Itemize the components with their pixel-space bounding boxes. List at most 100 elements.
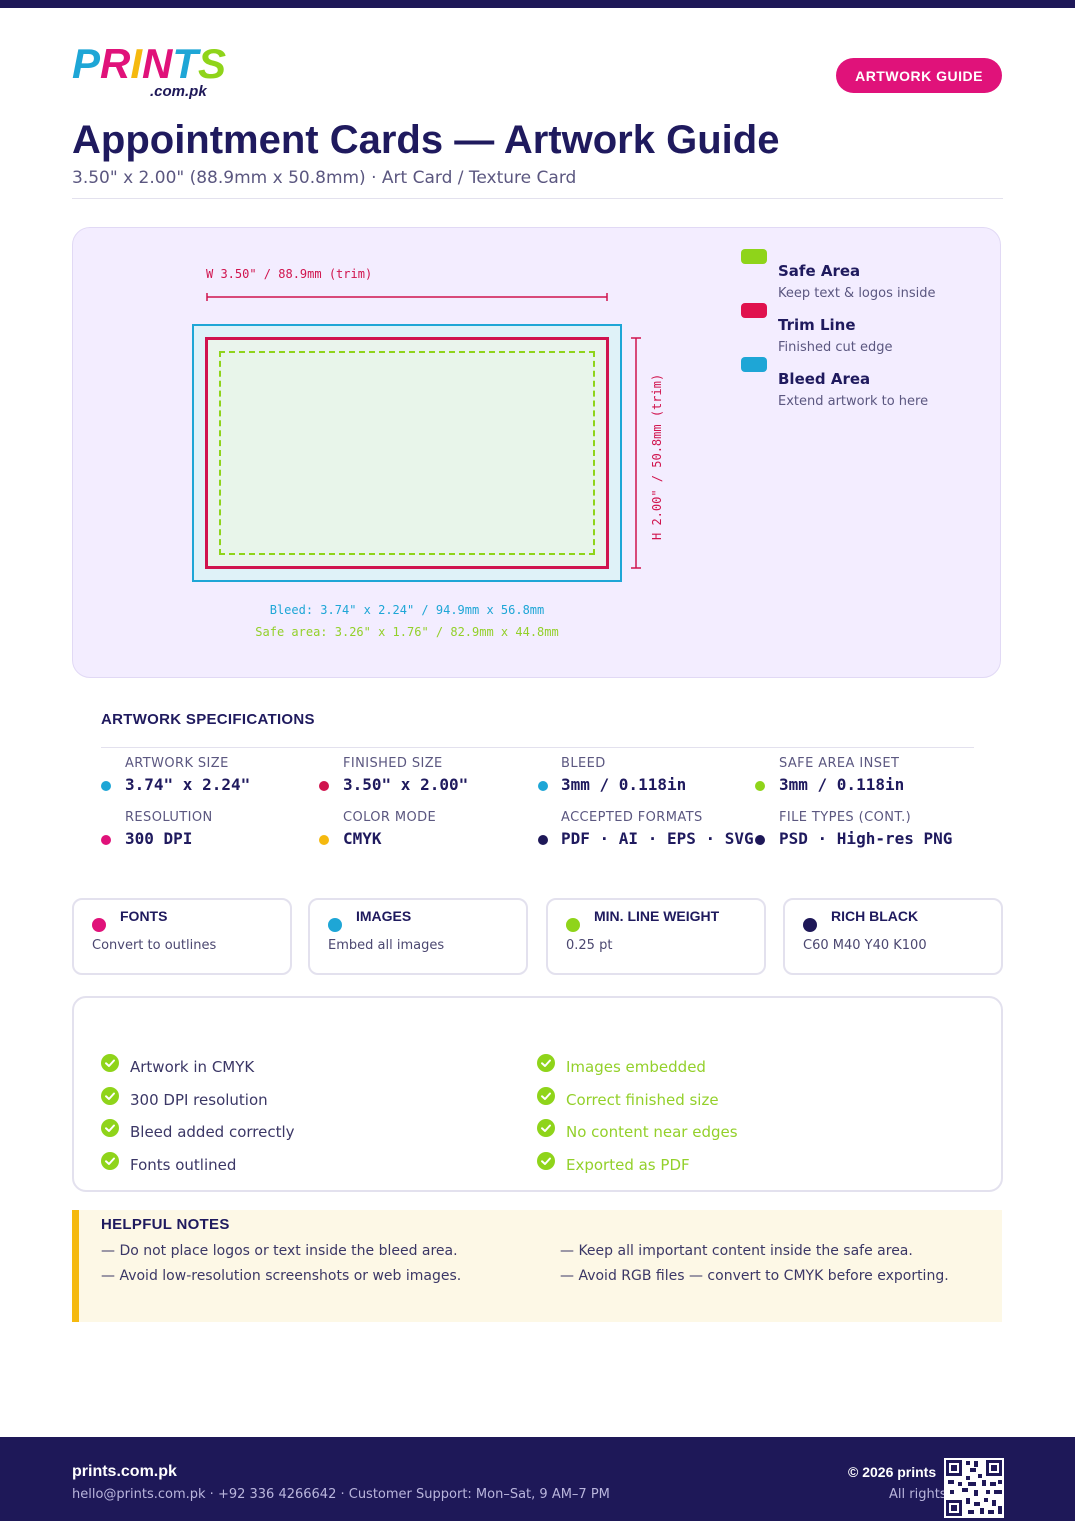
checklist-item: Artwork in CMYK <box>130 1058 255 1076</box>
prints-logo: PRINTS .com.pk <box>72 40 226 100</box>
fonts-card: FONTS Convert to outlines <box>72 898 292 975</box>
card-desc: Convert to outlines <box>92 938 217 953</box>
rich-black-card: RICH BLACK C60 M40 Y40 K100 <box>783 898 1003 975</box>
spec-dot <box>538 835 548 845</box>
check-icon <box>101 1152 119 1170</box>
footer <box>0 1437 1075 1521</box>
spec-label: COLOR MODE <box>343 810 437 825</box>
spec-value: 3mm / 0.118in <box>779 775 905 794</box>
logo-letter: S <box>198 40 226 87</box>
card-title: MIN. LINE WEIGHT <box>594 908 720 924</box>
card-dot <box>803 918 817 932</box>
trim-line-swatch <box>741 303 767 318</box>
check-icon <box>537 1087 555 1105</box>
spec-label: ACCEPTED FORMATS <box>561 810 703 825</box>
images-card: IMAGES Embed all images <box>308 898 528 975</box>
logo-letter: I <box>130 40 143 87</box>
spec-label: RESOLUTION <box>125 810 213 825</box>
spec-dot <box>319 835 329 845</box>
height-dimension-line <box>631 337 641 569</box>
card-title: RICH BLACK <box>831 908 919 924</box>
check-icon <box>537 1152 555 1170</box>
checklist-item: Bleed added correctly <box>130 1123 295 1141</box>
safe-area-box <box>219 351 595 555</box>
artwork-guide-badge: ARTWORK GUIDE <box>836 58 1002 93</box>
spec-label: SAFE AREA INSET <box>779 756 900 771</box>
divider <box>72 198 1003 199</box>
spec-dot <box>319 781 329 791</box>
width-dimension-line <box>206 293 608 301</box>
page-title: Appointment Cards — Artwork Guide <box>72 118 780 162</box>
check-icon <box>101 1054 119 1072</box>
spec-label: ARTWORK SIZE <box>125 756 229 771</box>
footer-site: prints.com.pk <box>72 1463 177 1480</box>
spec-value: 3mm / 0.118in <box>561 775 687 794</box>
card-dot <box>566 918 580 932</box>
helpful-notes-panel <box>72 1210 1002 1322</box>
checklist-item: Images embedded <box>566 1058 706 1076</box>
spec-label: FINISHED SIZE <box>343 756 443 771</box>
card-dot <box>328 918 342 932</box>
note-item: — Keep all important content inside the … <box>560 1243 913 1259</box>
spec-dot <box>101 781 111 791</box>
legend-desc: Finished cut edge <box>778 340 893 355</box>
logo-domain: .com.pk <box>150 83 207 100</box>
card-title: IMAGES <box>356 908 412 924</box>
divider <box>101 747 974 748</box>
page-subtitle: 3.50" x 2.00" (88.9mm x 50.8mm) · Art Ca… <box>72 168 577 188</box>
spec-dot <box>755 835 765 845</box>
logo-letter: T <box>172 40 201 87</box>
logo-letter: P <box>72 40 101 87</box>
legend-desc: Extend artwork to here <box>778 394 929 409</box>
legend-title: Safe Area <box>778 262 861 280</box>
notes-accent-bar <box>72 1210 79 1322</box>
spec-value: PDF · AI · EPS · SVG <box>561 829 754 848</box>
logo-letter: R <box>100 40 131 87</box>
card-desc: 0.25 pt <box>566 938 613 953</box>
spec-value: PSD · High-res PNG <box>779 829 953 848</box>
card-dot <box>92 918 106 932</box>
spec-dot <box>101 835 111 845</box>
checklist-item: Exported as PDF <box>566 1156 690 1174</box>
spec-value: 3.50" x 2.00" <box>343 775 469 794</box>
note-item: — Avoid RGB files — convert to CMYK befo… <box>560 1268 949 1284</box>
specs-heading: ARTWORK SPECIFICATIONS <box>101 711 315 728</box>
notes-heading: HELPFUL NOTES <box>101 1216 230 1233</box>
checklist-item: No content near edges <box>566 1123 738 1141</box>
card-desc: C60 M40 Y40 K100 <box>803 938 927 953</box>
legend-desc: Keep text & logos inside <box>778 286 936 301</box>
note-item: — Do not place logos or text inside the … <box>101 1243 458 1259</box>
check-icon <box>101 1119 119 1137</box>
spec-value: 3.74" x 2.24" <box>125 775 251 794</box>
safe-area-swatch <box>741 249 767 264</box>
spec-label: BLEED <box>561 756 606 771</box>
svg-text:PRINTS: PRINTS <box>72 40 226 87</box>
card-title: FONTS <box>120 908 168 924</box>
width-dimension-label: W 3.50" / 88.9mm (trim) <box>206 267 373 281</box>
footer-contact: hello@prints.com.pk · +92 336 4266642 · … <box>72 1487 610 1502</box>
qr-code-icon <box>944 1458 1004 1518</box>
footer-rights: All rights <box>889 1487 947 1502</box>
top-bar <box>0 0 1075 8</box>
note-item: — Avoid low-resolution screenshots or we… <box>101 1268 462 1284</box>
bleed-area-swatch <box>741 357 767 372</box>
card-desc: Embed all images <box>328 938 445 953</box>
legend-title: Trim Line <box>778 316 856 334</box>
spec-dot <box>755 781 765 791</box>
checklist-item: Correct finished size <box>566 1091 719 1109</box>
spec-value: 300 DPI <box>125 829 193 848</box>
spec-value: CMYK <box>343 829 382 848</box>
check-icon <box>101 1087 119 1105</box>
bleed-size-label: Bleed: 3.74" x 2.24" / 94.9mm x 56.8mm <box>269 603 545 617</box>
spec-dot <box>538 781 548 791</box>
logo-letter: N <box>142 40 174 87</box>
line-weight-card: MIN. LINE WEIGHT 0.25 pt <box>546 898 766 975</box>
safe-area-size-label: Safe area: 3.26" x 1.76" / 82.9mm x 44.8… <box>255 625 559 639</box>
legend-title: Bleed Area <box>778 370 871 388</box>
checklist-item: 300 DPI resolution <box>130 1091 268 1109</box>
checklist-item: Fonts outlined <box>130 1156 237 1174</box>
spec-label: FILE TYPES (CONT.) <box>779 810 912 825</box>
check-icon <box>537 1054 555 1072</box>
height-dimension-label: H 2.00" / 50.8mm (trim) <box>650 373 664 540</box>
check-icon <box>537 1119 555 1137</box>
